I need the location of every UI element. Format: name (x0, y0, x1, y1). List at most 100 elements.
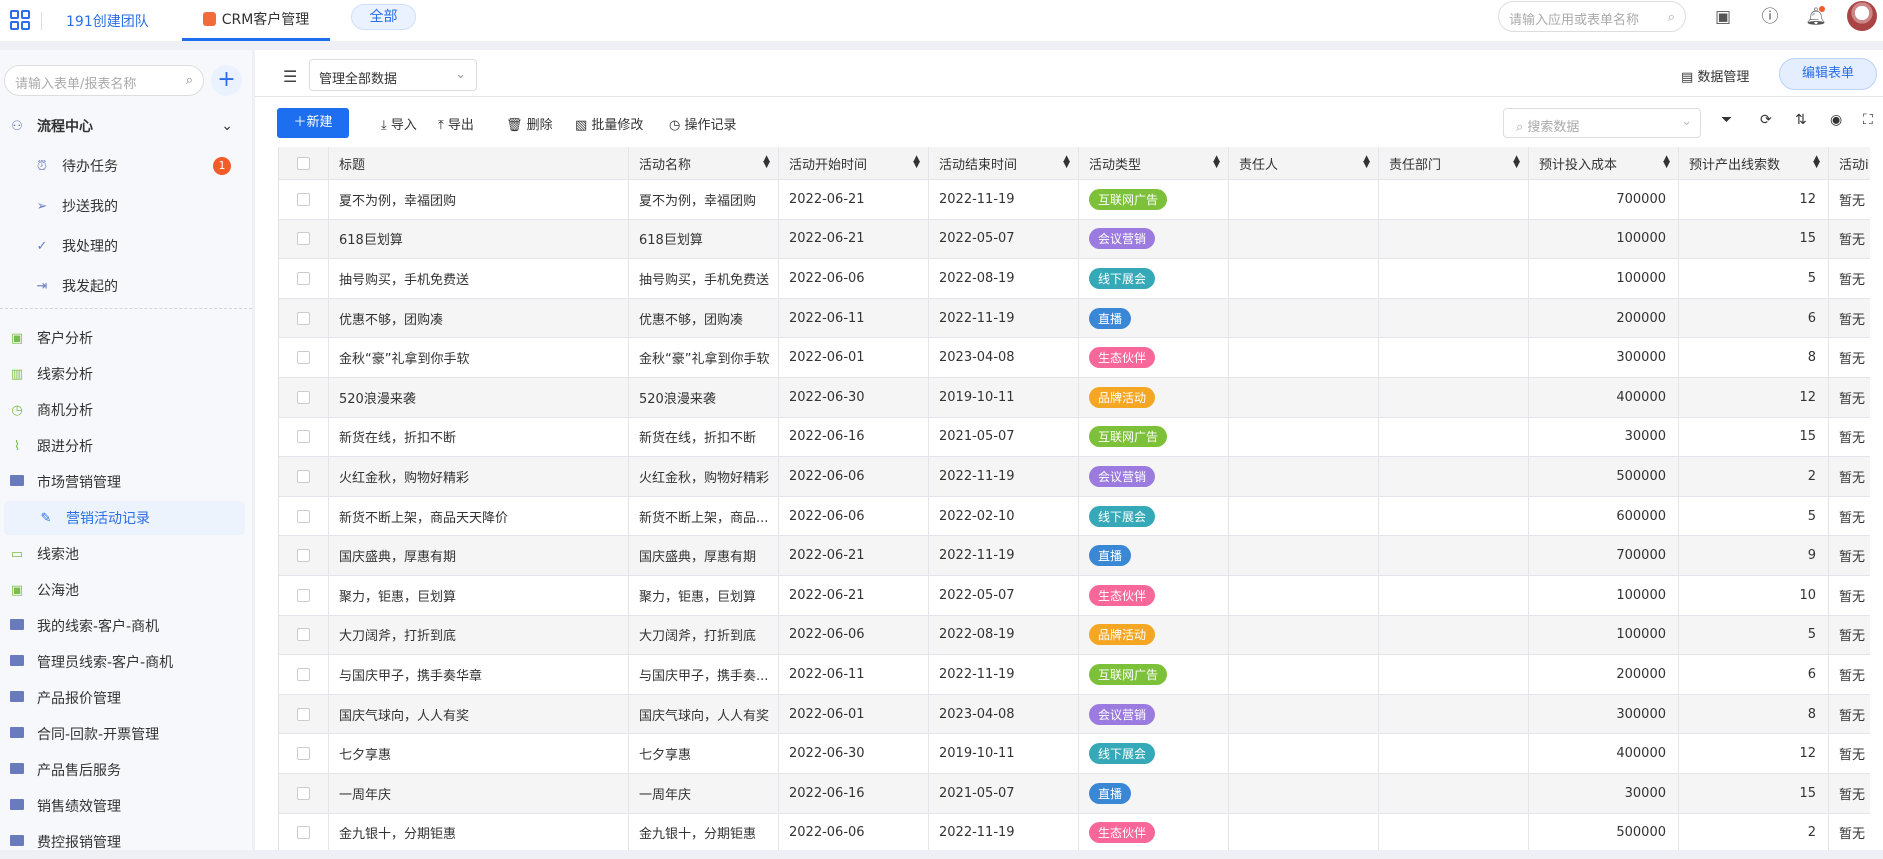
sidebar-item[interactable]: 合同-回款-开票管理 (0, 717, 245, 751)
row-checkbox[interactable] (297, 430, 310, 444)
sort-icon[interactable]: ▲ ▼ (763, 154, 770, 170)
sort-icon[interactable]: ⇅ (1795, 112, 1807, 128)
edit-form-button[interactable]: 编辑表单 (1779, 58, 1877, 90)
sidebar-item[interactable]: ✓ 我处理的 (0, 229, 245, 263)
table-row[interactable]: 聚力，钜惠，巨划算 聚力，钜惠，巨划算 2022-06-21 2022-05-07 生态… (279, 576, 1870, 616)
sidebar-item[interactable]: 我的线索-客户-商机 (0, 609, 245, 643)
fullscreen-icon[interactable]: ⛶ (1863, 112, 1873, 128)
bell-icon[interactable]: 🔔︎ (1805, 6, 1827, 27)
sidebar-item[interactable]: ▣ 客户分析 (0, 321, 245, 355)
sort-icon[interactable]: ▲ ▼ (1663, 154, 1670, 170)
contacts-icon[interactable]: ▣ (1714, 7, 1732, 27)
row-checkbox[interactable] (297, 351, 310, 365)
new-button[interactable]: ＋新建 (277, 108, 349, 138)
sidebar-item[interactable]: 管理员线索-客户-商机 (0, 645, 245, 679)
sidebar-item[interactable]: 产品售后服务 (0, 753, 245, 787)
global-search-input[interactable]: 请输入应用或表单名称 ⌕ (1498, 1, 1686, 32)
sidebar-item[interactable]: 费控报销管理 (0, 825, 245, 859)
row-checkbox[interactable] (297, 469, 310, 483)
data-search-input[interactable]: ⌕ 搜索数据 ⌄ (1503, 108, 1701, 138)
row-checkbox[interactable] (297, 588, 310, 602)
row-checkbox[interactable] (297, 192, 310, 206)
refresh-icon[interactable]: ⟳ (1760, 112, 1772, 128)
sidebar-item[interactable]: ▣ 公海池 (0, 573, 245, 607)
sort-icon[interactable]: ▲ ▼ (1813, 154, 1820, 170)
sidebar-item[interactable]: ▭ 线索池 (0, 537, 245, 571)
table-row[interactable]: 夏不为例，幸福团购 夏不为例，幸福团购 2022-06-21 2022-11-19 互联… (279, 180, 1870, 220)
sidebar-flow-center[interactable]: ⚇ 流程中心 ⌄ (0, 109, 245, 143)
data-manage-button[interactable]: ▤ 数据管理 (1681, 66, 1749, 85)
table-row[interactable]: 国庆气球向，人人有奖 国庆气球向，人人有奖 2022-06-01 2023-04-08… (279, 694, 1870, 735)
sidebar-item[interactable]: 市场营销管理 (0, 465, 245, 499)
column-header[interactable]: 活动i (1829, 147, 1870, 179)
table-row[interactable]: 618巨划算 618巨划算 2022-06-21 2022-05-07 会议营销 1000… (279, 219, 1870, 260)
sidebar-item[interactable]: ➢ 抄送我的 (0, 189, 245, 223)
row-checkbox[interactable] (297, 747, 310, 761)
column-header[interactable]: 责任人 ▲ ▼ (1229, 147, 1379, 179)
table-row[interactable]: 与国庆甲子，携手奏华章 与国庆甲子，携手奏... 2022-06-11 2022-11… (279, 655, 1870, 695)
sidebar-item[interactable]: 产品报价管理 (0, 681, 245, 715)
table-row[interactable]: 金九银十，分期钜惠 金九银十，分期钜惠 2022-06-06 2022-11-19 生态… (279, 813, 1870, 850)
app-grid-icon[interactable] (10, 10, 30, 30)
sort-icon[interactable]: ▲ ▼ (1513, 154, 1520, 170)
sort-icon[interactable]: ▲ ▼ (1063, 154, 1070, 170)
sidebar-search-input[interactable]: 请输入表单/报表名称 ⌕ (4, 65, 204, 96)
operation-log-button[interactable]: ◷ 操作记录 (669, 114, 737, 133)
table-row[interactable]: 一周年庆 一周年庆 2022-06-16 2021-05-07 直播 30000 15 暂无 (279, 774, 1870, 814)
sidebar-item[interactable]: ✎ 营销活动记录 (4, 501, 245, 535)
collapse-menu-icon[interactable]: ☰ (283, 67, 298, 86)
sort-icon[interactable]: ▲ ▼ (1213, 154, 1220, 170)
column-header[interactable]: 标题 (329, 147, 629, 179)
table-row[interactable]: 优惠不够，团购凑 优惠不够，团购凑 2022-06-11 2022-11-19 直播 20… (279, 298, 1870, 339)
add-button[interactable]: + (211, 65, 242, 96)
row-checkbox[interactable] (297, 707, 310, 721)
table-row[interactable]: 国庆盛典，厚惠有期 国庆盛典，厚惠有期 2022-06-21 2022-11-19 直播… (279, 536, 1870, 576)
column-header[interactable]: 责任部门 ▲ ▼ (1379, 147, 1529, 179)
column-header[interactable]: 活动名称 ▲ ▼ (629, 147, 779, 179)
select-all-checkbox[interactable] (297, 156, 310, 170)
delete-button[interactable]: 🗑︎ 删除 (506, 114, 553, 133)
sidebar-item[interactable]: ⌇ 跟进分析 (0, 429, 245, 463)
row-checkbox[interactable] (297, 786, 310, 800)
all-button[interactable]: 全部 (351, 4, 416, 30)
sort-icon[interactable]: ▲ ▼ (913, 154, 920, 170)
table-row[interactable]: 抽号购买，手机免费送 抽号购买，手机免费送 2022-06-06 2022-08-19… (279, 259, 1870, 299)
sidebar-item[interactable]: ⏰︎ 待办任务 1 (0, 149, 245, 183)
column-header[interactable]: 活动结束时间 ▲ ▼ (929, 147, 1079, 179)
sidebar-item[interactable]: 销售绩效管理 (0, 789, 245, 823)
eye-icon[interactable]: ◉ (1830, 112, 1843, 128)
export-button[interactable]: ⤒ 导出 (438, 114, 474, 133)
import-button[interactable]: ⤓ 导入 (381, 114, 417, 133)
row-checkbox[interactable] (297, 311, 310, 325)
row-checkbox[interactable] (297, 628, 310, 642)
row-checkbox[interactable] (297, 509, 310, 523)
avatar[interactable] (1847, 1, 1877, 31)
table-row[interactable]: 大刀阔斧，打折到底 大刀阔斧，打折到底 2022-06-06 2022-08-19 品牌… (279, 615, 1870, 656)
row-checkbox[interactable] (297, 271, 310, 285)
table-row[interactable]: 火红金秋，购物好精彩 火红金秋，购物好精彩 2022-06-06 2022-11-19… (279, 457, 1870, 497)
help-icon[interactable]: ⓘ (1761, 7, 1779, 27)
row-checkbox[interactable] (297, 667, 310, 681)
row-checkbox[interactable] (297, 390, 310, 404)
row-checkbox[interactable] (297, 232, 310, 246)
sidebar-item[interactable]: ◷ 商机分析 (0, 393, 245, 427)
sort-icon[interactable]: ▲ ▼ (1363, 154, 1370, 170)
table-row[interactable]: 金秋“豪”礼拿到你手软 金秋“豪”礼拿到你手软 2022-06-01 2023-04-… (279, 338, 1870, 378)
row-checkbox[interactable] (297, 549, 310, 563)
filter-icon[interactable]: ⏷ (1721, 112, 1733, 128)
table-row[interactable]: 七夕享惠 七夕享惠 2022-06-30 2019-10-11 线下展会 400000 12… (279, 734, 1870, 774)
table-row[interactable]: 520浪漫来袭 520浪漫来袭 2022-06-30 2019-10-11 品牌活动 40… (279, 378, 1870, 418)
table-row[interactable]: 新货不断上架，商品天天降价 新货不断上架，商品... 2022-06-06 2022-… (279, 496, 1870, 537)
column-header[interactable]: 活动类型 ▲ ▼ (1079, 147, 1229, 179)
column-header[interactable]: 预计投入成本 ▲ ▼ (1529, 147, 1679, 179)
sidebar-item[interactable]: ▥ 线索分析 (0, 357, 245, 391)
table-row[interactable]: 新货在线，折扣不断 新货在线，折扣不断 2022-06-16 2021-05-07 互联… (279, 417, 1870, 458)
view-select[interactable]: 管理全部数据 ⌄ (309, 59, 477, 91)
column-header[interactable]: 活动开始时间 ▲ ▼ (779, 147, 929, 179)
row-checkbox[interactable] (297, 826, 310, 840)
tab-crm[interactable]: CRM客户管理 (182, 0, 330, 41)
sidebar-item[interactable]: ⇥ 我发起的 (0, 269, 245, 303)
team-name-link[interactable]: 191创建团队 (66, 14, 149, 30)
batch-edit-button[interactable]: ▧ 批量修改 (575, 114, 643, 133)
column-header[interactable]: 预计产出线索数 ▲ ▼ (1679, 147, 1829, 179)
